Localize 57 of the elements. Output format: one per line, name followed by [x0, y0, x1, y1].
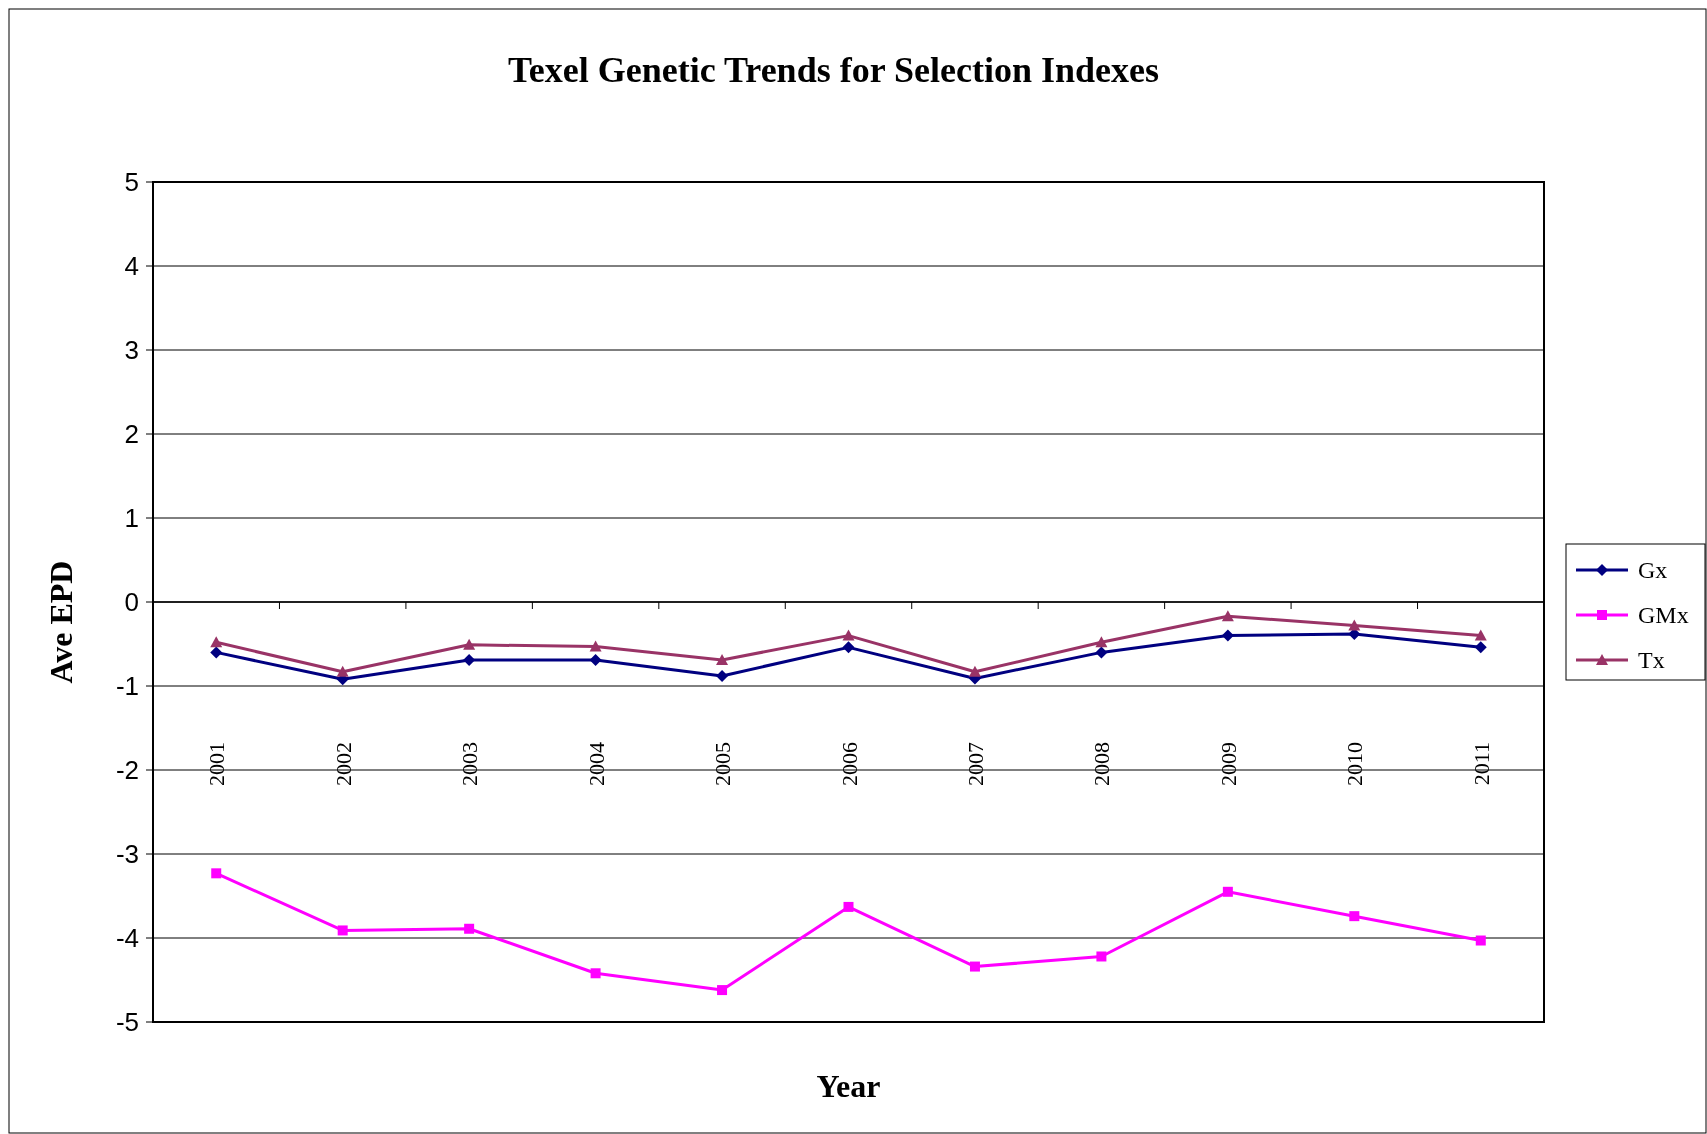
point — [1095, 636, 1108, 648]
point — [1348, 619, 1361, 631]
point — [968, 665, 981, 677]
point — [969, 961, 980, 972]
x-tick-label: 2003 — [457, 742, 483, 786]
x-tick-label: 2009 — [1215, 742, 1241, 786]
point — [716, 669, 729, 682]
point — [1095, 646, 1108, 659]
y-tick-label: -5 — [115, 1007, 139, 1038]
y-tick-label: 1 — [124, 503, 139, 534]
point — [337, 925, 348, 936]
point — [1222, 886, 1233, 897]
y-axis-title: Ave EPD — [43, 560, 79, 684]
y-tick-label: 0 — [124, 587, 139, 618]
point — [1221, 610, 1234, 622]
y-tick-label: -1 — [115, 671, 139, 702]
point — [464, 923, 475, 934]
point — [1474, 629, 1487, 641]
y-tick-label: 5 — [124, 167, 139, 198]
point — [210, 636, 223, 648]
legend-label: Tx — [1638, 647, 1665, 674]
point — [211, 868, 222, 879]
legend-label: Gx — [1638, 557, 1668, 584]
point — [1096, 951, 1107, 962]
point — [1349, 911, 1360, 922]
y-tick-label: 4 — [124, 251, 139, 282]
x-tick-label: 2002 — [330, 742, 356, 786]
point — [1474, 641, 1487, 654]
x-tick-label: 2004 — [583, 742, 609, 786]
point — [842, 629, 855, 641]
point — [463, 638, 476, 650]
legend-label: GMx — [1638, 602, 1689, 629]
point — [842, 641, 855, 654]
y-tick-label: -2 — [115, 755, 139, 786]
x-tick-label: 2011 — [1468, 742, 1494, 786]
y-tick-label: 3 — [124, 335, 139, 366]
y-tick-label: 2 — [124, 419, 139, 450]
point — [843, 901, 854, 912]
x-tick-label: 2006 — [836, 742, 862, 786]
chart-title: Texel Genetic Trends for Selection Indexes — [508, 50, 1159, 90]
point — [336, 665, 349, 677]
point — [589, 640, 602, 652]
y-tick-label: -4 — [115, 923, 139, 954]
point — [1475, 935, 1486, 946]
x-tick-label: 2007 — [962, 742, 988, 786]
x-tick-label: 2005 — [710, 742, 736, 786]
point — [716, 653, 729, 665]
x-tick-label: 2008 — [1089, 742, 1115, 786]
x-tick-label: 2010 — [1342, 742, 1368, 786]
point — [589, 653, 602, 666]
point — [1221, 629, 1234, 642]
x-axis-title: Year — [816, 1068, 881, 1104]
y-tick-label: -3 — [115, 839, 139, 870]
point — [717, 985, 728, 996]
point — [210, 646, 223, 659]
x-tick-label: 2001 — [204, 742, 230, 786]
point — [590, 968, 601, 979]
